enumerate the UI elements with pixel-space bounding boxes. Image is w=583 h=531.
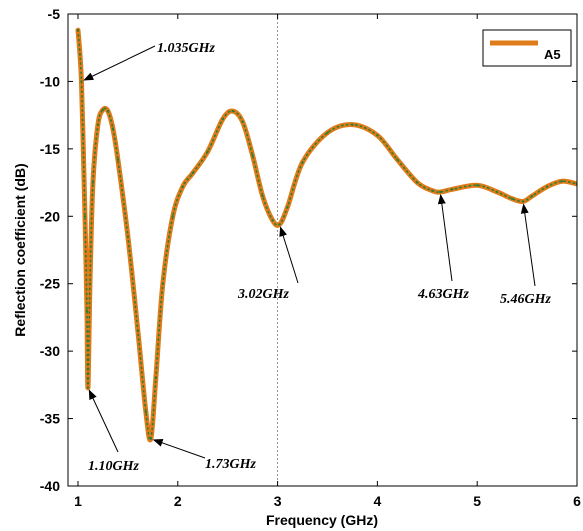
annotation-label: 1.10GHz: [88, 459, 140, 474]
data-point: [439, 190, 442, 194]
y-tick-label: -25: [40, 276, 60, 292]
annotation-label: 1.73GHz: [205, 457, 257, 472]
data-point: [278, 223, 281, 226]
legend: A5: [482, 29, 572, 67]
data-point: [431, 189, 434, 192]
data-point: [251, 154, 254, 157]
data-point: [416, 181, 419, 184]
annotation-arrow: [83, 45, 156, 81]
legend-box: [482, 29, 572, 67]
y-tick-label: -15: [40, 141, 60, 157]
data-point: [545, 185, 549, 188]
data-point: [149, 437, 153, 440]
data-point: [231, 109, 234, 113]
y-tick-label: -20: [40, 208, 60, 224]
y-axis-label: Reflection coefficient (dB): [12, 163, 28, 336]
data-point: [181, 185, 184, 188]
data-point: [86, 386, 90, 389]
data-point: [136, 329, 140, 333]
data-point: [91, 181, 95, 184]
annotation-label: 4.63GHz: [417, 287, 470, 302]
x-tick-label: 5: [473, 493, 481, 509]
data-point: [101, 108, 105, 111]
data-point: [78, 53, 82, 56]
x-tick-label: 2: [174, 493, 182, 509]
data-point: [144, 410, 148, 414]
data-point: [154, 376, 158, 380]
y-tick-label: -10: [40, 73, 60, 89]
data-point: [126, 235, 130, 238]
data-point: [116, 158, 120, 161]
data-point: [451, 188, 454, 191]
data-point: [161, 282, 165, 285]
plot-frame: [67, 13, 578, 487]
data-point: [261, 194, 264, 198]
data-point: [495, 190, 499, 194]
data-point: [221, 117, 224, 121]
y-tick-label: -5: [48, 6, 61, 22]
data-point: [271, 219, 274, 222]
annotation-arrow: [88, 389, 119, 453]
annotation-label: 3.02GHz: [237, 287, 290, 302]
data-point: [81, 134, 85, 137]
data-point: [326, 131, 329, 134]
data-point: [80, 80, 83, 83]
x-tick-label: 4: [373, 493, 381, 509]
data-point: [96, 123, 100, 126]
data-point: [191, 171, 194, 175]
data-point: [76, 28, 80, 32]
y-tick-label: -40: [40, 478, 60, 494]
annotation-arrow: [437, 193, 453, 282]
annotation-label: 1.035GHz: [157, 41, 216, 56]
annotation-arrow: [152, 439, 206, 459]
annotation-arrow: [279, 226, 299, 284]
data-point: [351, 123, 354, 126]
legend-label: A5: [544, 47, 561, 62]
data-point: [171, 215, 174, 218]
annotation-arrow: [520, 203, 536, 287]
data-point: [85, 309, 89, 312]
x-axis-label: Frequency (GHz): [266, 512, 378, 528]
data-point: [560, 180, 564, 183]
x-tick-label: 6: [573, 493, 581, 509]
data-point: [475, 184, 479, 187]
data-point: [206, 150, 209, 153]
data-point: [83, 215, 87, 218]
data-point: [286, 205, 289, 209]
y-tick-label: -35: [40, 411, 60, 427]
data-point: [106, 109, 110, 113]
data-point: [521, 200, 525, 203]
x-tick-label: 1: [74, 493, 82, 509]
data-point: [241, 120, 244, 124]
annotation-label: 5.46GHz: [500, 292, 552, 307]
y-tick-label: -30: [40, 343, 60, 359]
x-tick-label: 3: [274, 493, 282, 509]
data-point: [88, 282, 92, 285]
data-point: [301, 161, 304, 164]
data-point: [396, 158, 399, 161]
data-point: [510, 197, 514, 200]
data-point: [530, 194, 534, 198]
data-point: [376, 134, 379, 137]
data-point: [111, 127, 115, 130]
